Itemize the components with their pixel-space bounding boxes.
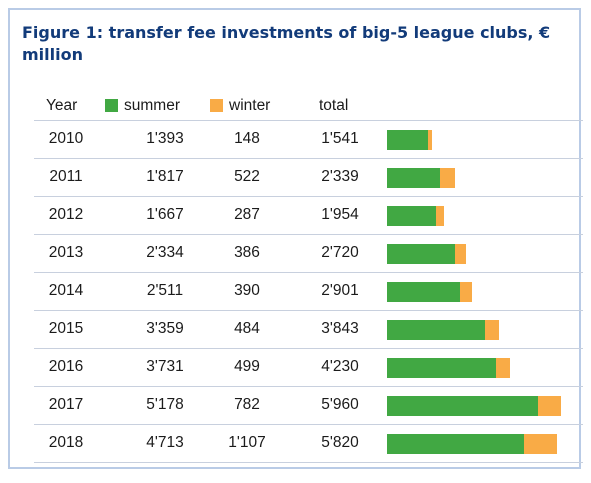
year-cell: 2013 <box>48 244 84 261</box>
table-row: 2015 3'359 484 3'843 <box>10 310 583 349</box>
winter-value-cell: 390 <box>234 282 260 299</box>
winter-bar-2016 <box>495 358 511 378</box>
summer-bar-2017 <box>387 396 539 416</box>
winter-value-cell: 522 <box>234 168 260 185</box>
table-rule <box>34 424 583 425</box>
figure-panel: Figure 1: transfer fee investments of bi… <box>8 8 583 469</box>
table-row: 2012 1'667 287 1'954 <box>10 196 583 235</box>
table-rule <box>34 120 583 121</box>
summer-legend-swatch <box>105 99 118 112</box>
winter-value-cell: 148 <box>234 130 260 147</box>
winter-legend-swatch <box>210 99 223 112</box>
winter-value-cell: 287 <box>234 206 260 223</box>
table-rule <box>34 310 583 311</box>
winter-bar-2014 <box>460 282 472 302</box>
table-row: 2011 1'817 522 2'339 <box>10 158 583 197</box>
table-rule <box>34 272 583 273</box>
total-value-cell: 2'339 <box>321 168 359 185</box>
table-rule <box>34 386 583 387</box>
summer-value-cell: 3'731 <box>146 358 184 375</box>
table-header: Year summer winter total <box>10 92 583 120</box>
year-cell: 2014 <box>48 282 84 299</box>
winter-value-cell: 386 <box>234 244 260 261</box>
total-value-cell: 3'843 <box>321 320 359 337</box>
total-value-cell: 5'960 <box>321 396 359 413</box>
summer-value-cell: 3'359 <box>146 320 184 337</box>
summer-value-cell: 5'178 <box>146 396 184 413</box>
total-value-cell: 2'901 <box>321 282 359 299</box>
winter-value-cell: 782 <box>234 396 260 413</box>
header-summer: summer <box>124 97 180 114</box>
table-row: 2014 2'511 390 2'901 <box>10 272 583 311</box>
winter-bar-2013 <box>455 244 467 264</box>
winter-bar-2018 <box>524 434 557 454</box>
table-row: 2016 3'731 499 4'230 <box>10 348 583 387</box>
summer-bar-2014 <box>387 282 461 302</box>
summer-bar-2015 <box>387 320 485 340</box>
year-cell: 2015 <box>48 320 84 337</box>
summer-value-cell: 1'393 <box>146 130 184 147</box>
total-value-cell: 5'820 <box>321 434 359 451</box>
total-value-cell: 2'720 <box>321 244 359 261</box>
winter-value-cell: 484 <box>234 320 260 337</box>
figure-title: Figure 1: transfer fee investments of bi… <box>22 23 551 64</box>
table-rule <box>34 348 583 349</box>
winter-value-cell: 1'107 <box>228 434 266 451</box>
table-rule <box>34 158 583 159</box>
year-cell: 2016 <box>48 358 84 375</box>
summer-bar-2018 <box>387 434 525 454</box>
summer-bar-2011 <box>387 168 440 188</box>
year-cell: 2017 <box>48 396 84 413</box>
header-winter: winter <box>229 97 271 114</box>
table-rule <box>34 462 583 463</box>
winter-bar-2015 <box>484 320 500 340</box>
summer-bar-2012 <box>387 206 436 226</box>
summer-bar-2010 <box>387 130 428 150</box>
summer-value-cell: 2'511 <box>146 282 184 299</box>
summer-bar-2013 <box>387 244 456 264</box>
header-total: total <box>319 97 349 114</box>
year-cell: 2018 <box>48 434 84 451</box>
table-row: 2017 5'178 782 5'960 <box>10 386 583 425</box>
table-row: 2013 2'334 386 2'720 <box>10 234 583 273</box>
summer-value-cell: 2'334 <box>146 244 184 261</box>
year-cell: 2010 <box>48 130 84 147</box>
winter-bar-2012 <box>435 206 444 226</box>
summer-bar-2016 <box>387 358 496 378</box>
header-year: Year <box>46 97 78 114</box>
total-value-cell: 1'954 <box>321 206 359 223</box>
winter-bar-2017 <box>538 396 561 416</box>
winter-value-cell: 499 <box>234 358 260 375</box>
summer-value-cell: 1'667 <box>146 206 184 223</box>
summer-value-cell: 1'817 <box>146 168 184 185</box>
table-rule <box>34 196 583 197</box>
year-cell: 2011 <box>49 168 83 185</box>
total-value-cell: 4'230 <box>321 358 359 375</box>
table-rule <box>34 234 583 235</box>
winter-bar-2010 <box>427 130 432 150</box>
year-cell: 2012 <box>48 206 84 223</box>
table-row: 2010 1'393 148 1'541 <box>10 120 583 159</box>
table-row: 2018 4'713 1'107 5'820 <box>10 424 583 463</box>
summer-value-cell: 4'713 <box>146 434 184 451</box>
winter-bar-2011 <box>439 168 456 188</box>
total-value-cell: 1'541 <box>321 130 359 147</box>
